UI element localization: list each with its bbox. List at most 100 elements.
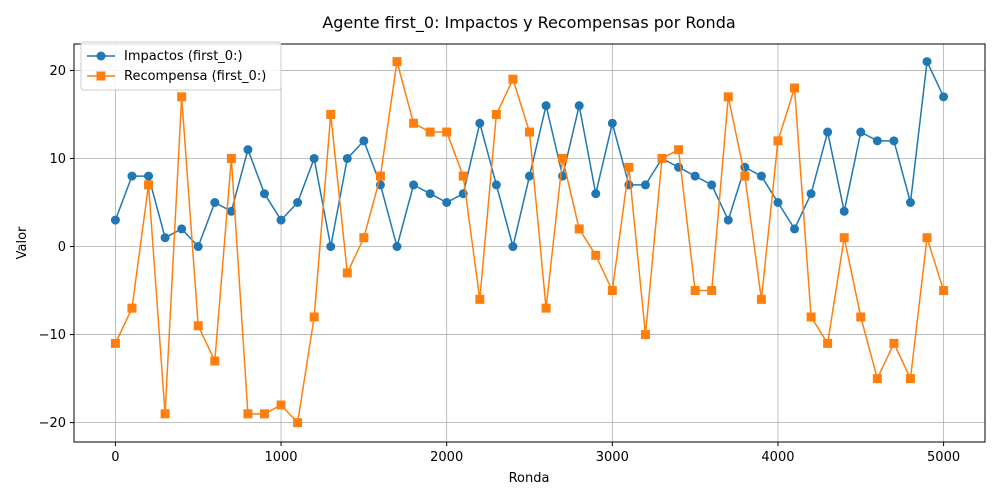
x-axis-label: Ronda [509,471,550,486]
data-point-impactos [508,242,518,252]
data-point-recompensa [872,374,882,384]
data-point-recompensa [939,286,949,296]
data-point-impactos [259,189,269,199]
data-point-impactos [392,242,402,252]
data-point-recompensa [541,303,551,313]
legend-marker-impactos [96,51,106,61]
plot-series [110,57,949,428]
data-point-impactos [889,136,899,146]
data-point-recompensa [905,374,915,384]
data-point-impactos [475,118,485,128]
data-point-recompensa [674,145,684,155]
data-point-recompensa [160,409,170,419]
data-point-recompensa [177,92,187,102]
legend-label-impactos: Impactos (first_0:) [124,49,243,64]
data-point-impactos [210,197,220,207]
data-point-impactos [525,171,534,181]
legend-box [80,41,282,91]
plot-area-frame [73,43,986,443]
data-point-impactos [922,57,932,67]
data-point-impactos [823,127,833,137]
data-point-impactos [723,215,733,225]
data-point-impactos [491,180,501,190]
data-point-recompensa [756,294,766,304]
data-point-recompensa [375,171,385,181]
data-point-impactos [309,153,319,163]
data-point-impactos [409,180,419,190]
data-point-impactos [640,180,650,190]
series-line-recompensa [114,60,945,424]
data-point-recompensa [558,153,568,163]
grid [74,44,985,442]
data-point-recompensa [442,127,452,137]
data-point-recompensa [276,400,286,410]
data-point-recompensa [491,109,501,119]
data-point-recompensa [806,312,816,322]
data-point-recompensa [309,312,319,322]
x-tick-label: 1000 [264,450,297,465]
data-point-recompensa [607,286,617,296]
data-point-recompensa [127,303,137,313]
data-point-recompensa [525,127,534,137]
data-point-recompensa [823,338,833,348]
data-point-impactos [276,215,286,225]
legend: Impactos (first_0:) Recompensa (first_0:… [80,41,282,91]
data-point-impactos [856,127,866,137]
data-point-impactos [326,242,336,252]
data-point-impactos [690,171,700,181]
y-tick-label: 0 [58,240,66,255]
data-point-recompensa [889,338,899,348]
y-axis-label: Valor [15,226,30,259]
data-point-recompensa [640,330,650,340]
axis-ticks: 0 1000 2000 3000 4000 5000 −20 −10 0 10 20 [39,64,961,465]
data-point-impactos [905,197,915,207]
data-point-impactos [243,145,253,155]
data-point-recompensa [740,171,750,181]
data-point-impactos [177,224,187,234]
data-point-recompensa [723,92,733,102]
data-point-recompensa [839,233,849,243]
data-point-impactos [939,92,949,102]
data-point-recompensa [359,233,369,243]
data-point-impactos [442,197,452,207]
y-tick-label: 20 [49,64,66,79]
data-point-recompensa [508,74,518,84]
data-point-impactos [574,101,584,111]
legend-marker-recompensa [96,71,106,81]
data-point-impactos [773,197,783,207]
data-point-recompensa [591,250,601,260]
data-point-impactos [756,171,766,181]
data-point-recompensa [790,83,800,93]
data-point-impactos [127,171,137,181]
data-point-recompensa [326,109,336,119]
data-point-impactos [790,224,800,234]
x-tick-label: 4000 [761,450,794,465]
data-point-impactos [591,189,601,199]
x-tick-label: 2000 [430,450,463,465]
data-point-impactos [160,233,170,243]
x-tick-label: 5000 [927,450,960,465]
data-point-impactos [293,197,303,207]
data-point-impactos [839,206,849,216]
data-point-recompensa [690,286,700,296]
data-point-recompensa [475,294,485,304]
data-point-recompensa [574,224,584,234]
data-point-impactos [342,153,352,163]
data-point-impactos [226,206,236,216]
data-point-impactos [425,189,435,199]
y-tick-label: −20 [39,416,66,431]
data-point-impactos [607,118,617,128]
data-point-recompensa [856,312,866,322]
data-point-impactos [872,136,882,146]
x-tick-label: 0 [111,450,119,465]
data-point-impactos [144,171,154,181]
data-point-recompensa [409,118,419,128]
data-point-recompensa [624,162,634,172]
data-point-impactos [110,215,120,225]
data-point-impactos [541,101,551,111]
data-point-recompensa [259,409,269,419]
data-point-recompensa [342,268,352,278]
data-point-recompensa [425,127,435,137]
data-point-recompensa [243,409,253,419]
